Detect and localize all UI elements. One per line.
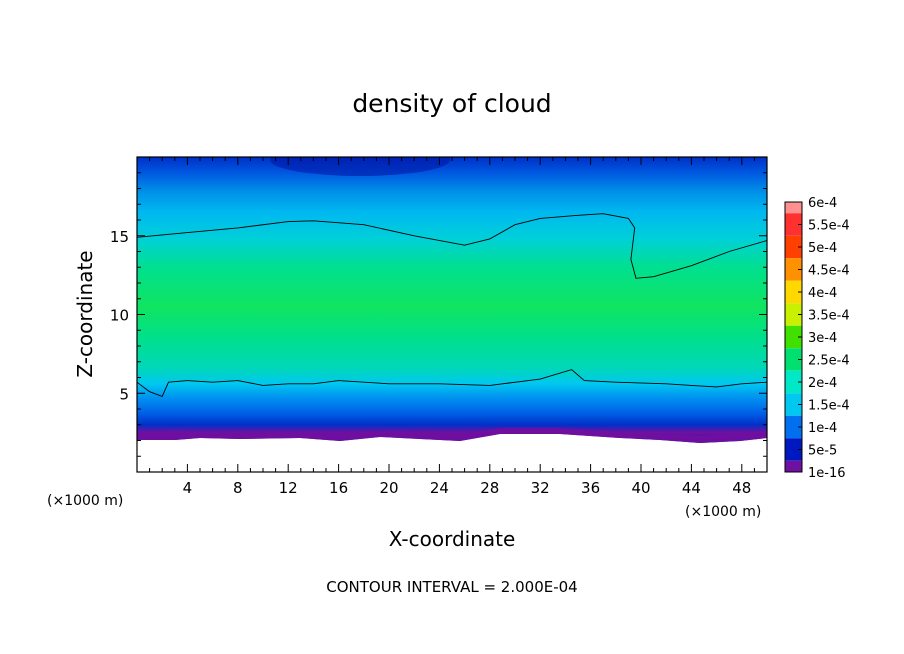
cloud-base-band (137, 428, 767, 443)
colorbar-swatch (785, 393, 802, 416)
colorbar-swatch (785, 303, 802, 326)
colorbar-swatch (785, 325, 802, 349)
colorbar-label: 5e-5 (808, 444, 837, 459)
colorbar-swatch (785, 415, 802, 439)
colorbar-swatch (785, 213, 802, 236)
x-tick-label: 8 (233, 479, 243, 497)
colorbar-label: 5e-4 (808, 241, 837, 256)
colorbar-label: 2e-4 (808, 376, 837, 391)
colorbar-label: 1e-16 (808, 466, 846, 481)
y-axis: 5 10 15 (110, 172, 767, 457)
colorbar-label: 1.5e-4 (808, 399, 850, 414)
colorbar-label: 5.5e-4 (808, 219, 850, 234)
cloud-density-field (137, 157, 767, 472)
y-axis-units: (×1000 m) (47, 493, 123, 509)
colorbar-label: 6e-4 (808, 196, 837, 211)
x-tick-label: 44 (682, 479, 701, 497)
colorbar-label: 4e-4 (808, 286, 837, 301)
x-tick-label: 36 (581, 479, 600, 497)
colorbar-label: 3e-4 (808, 331, 837, 346)
contour-interval-label: CONTOUR INTERVAL = 2.000E-04 (326, 578, 577, 596)
x-tick-label: 20 (379, 479, 398, 497)
upper-dark-region (270, 157, 450, 176)
colorbar-swatch (785, 370, 802, 394)
ground-region (137, 434, 767, 472)
x-tick-label: 24 (430, 479, 449, 497)
x-axis: 4 8 12 16 20 24 28 32 36 40 44 48 (149, 157, 755, 497)
x-tick-label: 16 (329, 479, 348, 497)
contour-lines (137, 213, 767, 397)
x-axis-units: (×1000 m) (685, 504, 761, 520)
x-axis-label: X-coordinate (389, 527, 516, 551)
plot-area (137, 157, 767, 472)
x-tick-label: 4 (183, 479, 193, 497)
y-axis-label: Z-coordinate (73, 250, 97, 377)
colorbar-swatch (785, 235, 802, 259)
x-tick-label: 12 (279, 479, 298, 497)
colorbar-swatch (785, 280, 802, 304)
y-tick-label: 10 (110, 307, 129, 325)
y-tick-label: 15 (110, 228, 129, 246)
x-tick-label: 48 (732, 479, 751, 497)
colorbar-label: 1e-4 (808, 421, 837, 436)
colorbar: 6e-4 5.5e-4 5e-4 4.5e-4 4e-4 3.5e-4 3e-4 2.5e-4… (784, 196, 850, 481)
colorbar-swatch (785, 348, 802, 371)
colorbar-label: 4.5e-4 (808, 264, 850, 279)
contour-line-2 (137, 369, 767, 397)
contour-line-1 (137, 213, 767, 279)
x-tick-label: 40 (631, 479, 650, 497)
colorbar-swatch (785, 438, 802, 461)
chart-title: density of cloud (352, 89, 551, 118)
colorbar-swatch (785, 202, 802, 214)
colorbar-label: 3.5e-4 (808, 309, 850, 324)
x-tick-label: 28 (480, 479, 499, 497)
y-tick-label: 5 (119, 385, 129, 403)
colorbar-label: 2.5e-4 (808, 354, 850, 369)
colorbar-swatch (785, 258, 802, 281)
x-tick-label: 32 (531, 479, 550, 497)
colorbar-swatch (785, 460, 802, 472)
